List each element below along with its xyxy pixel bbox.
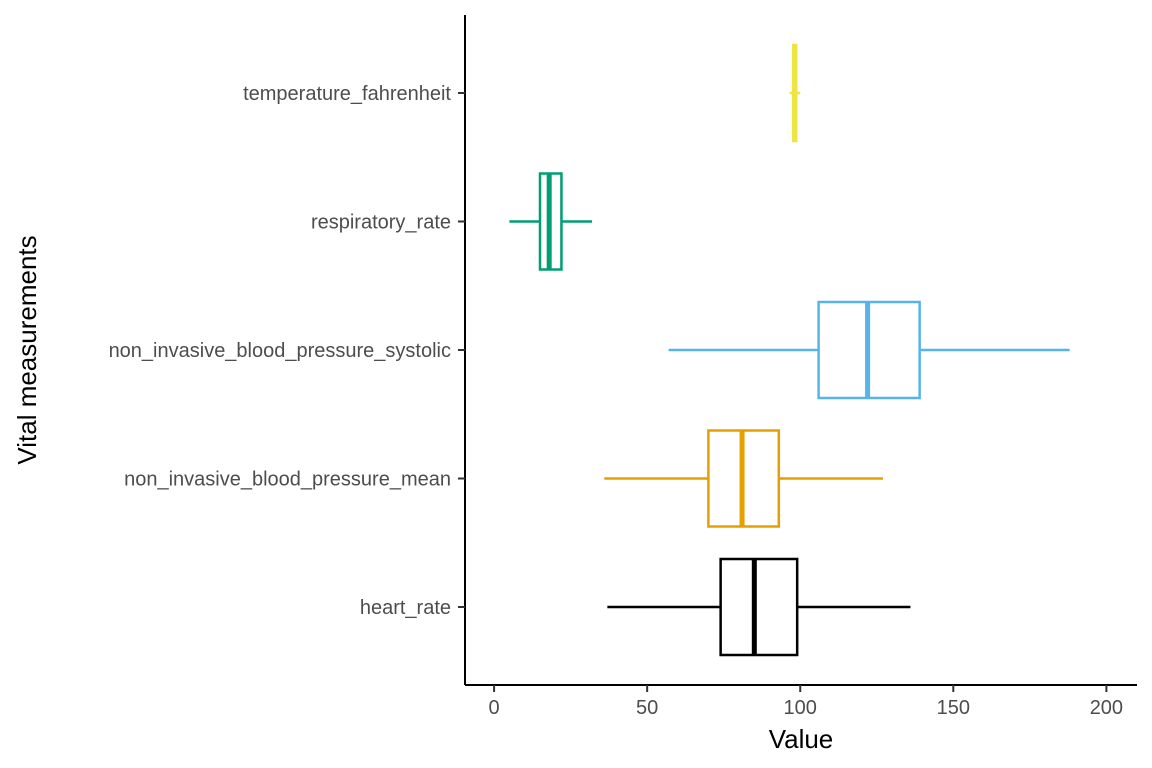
iqr-box xyxy=(719,557,799,657)
x-tick-label: 100 xyxy=(784,697,817,719)
box-respiratory-rate xyxy=(509,172,593,271)
x-tick-label: 150 xyxy=(937,697,970,719)
box-non-invasive-blood-pressure-systolic xyxy=(668,300,1070,400)
x-axis-ticks: 0 50 100 150 200 xyxy=(489,685,1123,719)
y-axis-title: Vital measurements xyxy=(12,235,42,464)
y-axis-ticks: heart_rate non_invasive_blood_pressure_me… xyxy=(109,83,465,619)
y-tick-label-temperature-fahrenheit: temperature_fahrenheit xyxy=(243,83,451,105)
x-tick-label: 50 xyxy=(636,697,658,719)
x-axis-title: Value xyxy=(769,724,834,754)
y-tick-label-non-invasive-blood-pressure-systolic: non_invasive_blood_pressure_systolic xyxy=(109,340,451,362)
y-tick-label-heart-rate: heart_rate xyxy=(360,597,451,619)
box-non-invasive-blood-pressure-mean xyxy=(604,429,883,528)
y-tick-label-non-invasive-blood-pressure-mean: non_invasive_blood_pressure_mean xyxy=(124,469,451,491)
plot-area xyxy=(509,43,1070,657)
x-tick-label: 0 xyxy=(489,697,500,719)
box-heart-rate xyxy=(607,557,911,657)
y-tick-label-respiratory-rate: respiratory_rate xyxy=(311,212,451,234)
box-temperature-fahrenheit xyxy=(789,43,801,143)
x-tick-label: 200 xyxy=(1090,697,1123,719)
